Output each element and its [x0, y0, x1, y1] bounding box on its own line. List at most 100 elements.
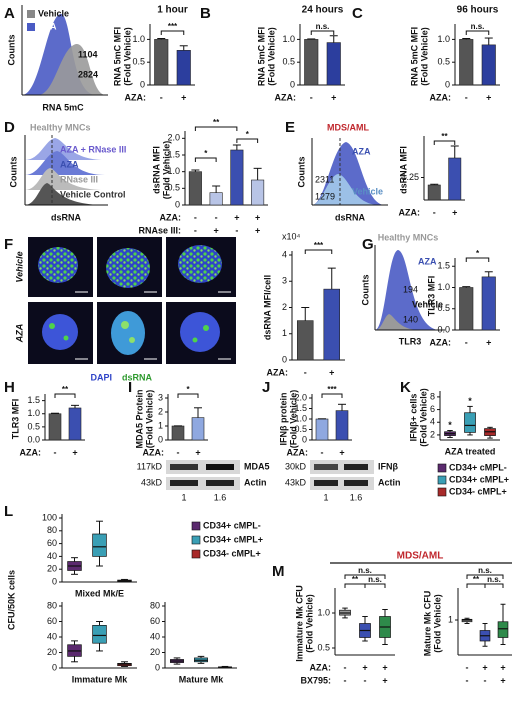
panel-letter: B [200, 5, 211, 22]
y-tick-label: 1.0 [27, 408, 40, 418]
y-tick-label: 0 [140, 79, 145, 89]
protein-name: MDA5 [244, 461, 270, 471]
treatment-label: AZA: [275, 92, 297, 102]
flow-label: AZA [418, 256, 437, 266]
y-axis-label: (Fold Vehicle) [266, 27, 276, 86]
treatment-value: + [339, 447, 344, 457]
treatment-value: + [255, 212, 260, 222]
panel-letter: D [4, 119, 15, 136]
panel-subtitle: MDS/AML [327, 122, 369, 132]
y-tick-label: 1.5 [437, 261, 450, 271]
significance-bracket [54, 393, 76, 398]
flow-d: Healthy MNCs AZA + RNase III AZA RNase I… [8, 122, 126, 222]
y-tick-label: 20 [150, 647, 160, 657]
y-tick-label: 0 [175, 199, 180, 209]
significance: * [448, 420, 452, 430]
flow-label: Vehicle [412, 299, 443, 309]
y-tick-label: 40 [47, 631, 57, 641]
bar [448, 157, 462, 201]
significance-bracket [304, 249, 333, 254]
y-tick-label: 2.0 [167, 133, 180, 143]
axis-label: CFU/50K cells [6, 570, 16, 630]
bar [176, 50, 191, 86]
y-axis-label: TLR3 MFI [10, 399, 20, 440]
legend-swatch [191, 549, 201, 559]
box [497, 621, 509, 638]
y-tick-label: 0.0 [437, 324, 450, 334]
quantification: 1 [181, 492, 186, 502]
y-tick-label: 80 [47, 525, 57, 535]
y-tick-label: 0.5 [294, 424, 307, 434]
legend-label: CD34+ cMPL- [449, 462, 507, 472]
y-tick-label: 1 [282, 328, 287, 338]
x-axis-label: Mixed Mk/E [75, 588, 124, 598]
y-tick-label: 2 [282, 302, 287, 312]
y-tick-label: 0.5 [132, 57, 145, 67]
panel-letter: G [362, 236, 374, 253]
x-axis-label: AZA treated [445, 446, 496, 456]
treatment-value: + [382, 662, 387, 672]
y-axis-label: (Fold Vehicle) [432, 594, 442, 653]
y-tick-label: 0.5 [167, 183, 180, 193]
treatment-label: BX795: [300, 675, 331, 685]
significance-bracket [484, 583, 504, 588]
y-tick-label: 1 [448, 614, 453, 624]
bar [459, 287, 474, 331]
y-tick-label: 0 [158, 434, 163, 444]
panel-letter: H [4, 379, 15, 396]
treatment-value: + [213, 225, 218, 235]
treatment-value: + [482, 662, 487, 672]
y-axis-label: IFNβ protein [278, 393, 288, 446]
y-tick-label: 2 [430, 429, 435, 439]
treatment-value: - [465, 92, 468, 102]
significance: * [186, 385, 190, 394]
y-axis-label: (Fold Vehicle) [144, 390, 154, 449]
bar [315, 418, 329, 441]
y-tick-label: 1.0 [294, 413, 307, 423]
flow-e: MDS/AML AZA Vehicle 2311 1279 Counts dsR… [296, 122, 388, 222]
quantification: 1 [323, 492, 328, 502]
treatment-value: - [344, 675, 347, 685]
legend-swatch [437, 475, 447, 485]
y-tick-label: 0 [445, 79, 450, 89]
y-axis-label: MDA5 Protein [134, 389, 144, 448]
legend-swatch [191, 521, 201, 531]
panel-letter: J [262, 379, 270, 396]
y-axis-label: RNA 5mC MFI [409, 27, 419, 86]
y-axis-label: dsRNA MFI [151, 146, 161, 194]
significance: ** [473, 575, 480, 584]
treatment-label: AZA: [143, 447, 165, 457]
box [92, 533, 107, 557]
y-axis-label: RNA 5mC MFI [112, 27, 122, 86]
y-tick-label: 20 [47, 647, 57, 657]
y-tick-label: 100 [42, 512, 57, 522]
bar [171, 425, 185, 441]
y-tick-label: 0.5 [27, 421, 40, 431]
protein-name: IFNβ [378, 461, 398, 471]
treatment-value: - [466, 662, 469, 672]
y-tick-label: 0.0 [27, 434, 40, 444]
panel-letter: C [352, 5, 363, 22]
axis-label: Counts [8, 157, 18, 188]
panel-letter: A [4, 5, 15, 22]
y-tick-label: 0.5 [317, 642, 330, 652]
treatment-value: + [452, 207, 457, 217]
mfi-label: 194 [403, 284, 418, 294]
treatment-label: AZA: [310, 662, 332, 672]
flow-label: Vehicle [352, 186, 383, 196]
bar [323, 288, 340, 361]
treatment-value: + [486, 337, 491, 347]
legend-swatch [437, 487, 447, 497]
y-tick-label: 0 [282, 354, 287, 364]
y-axis-label: IFNβ+ cells [408, 394, 418, 442]
quantification: 1.6 [350, 492, 363, 502]
mfi-label: 1104 [78, 49, 98, 59]
treatment-value: + [234, 212, 239, 222]
treatment-value: + [255, 225, 260, 235]
treatment-value: - [304, 367, 307, 377]
treatment-value: + [362, 662, 367, 672]
axis-label: Counts [6, 35, 16, 66]
x-axis-label: Immature Mk [72, 674, 129, 684]
panel-letter: K [400, 379, 411, 396]
axis-label: TLR3 [399, 336, 422, 346]
